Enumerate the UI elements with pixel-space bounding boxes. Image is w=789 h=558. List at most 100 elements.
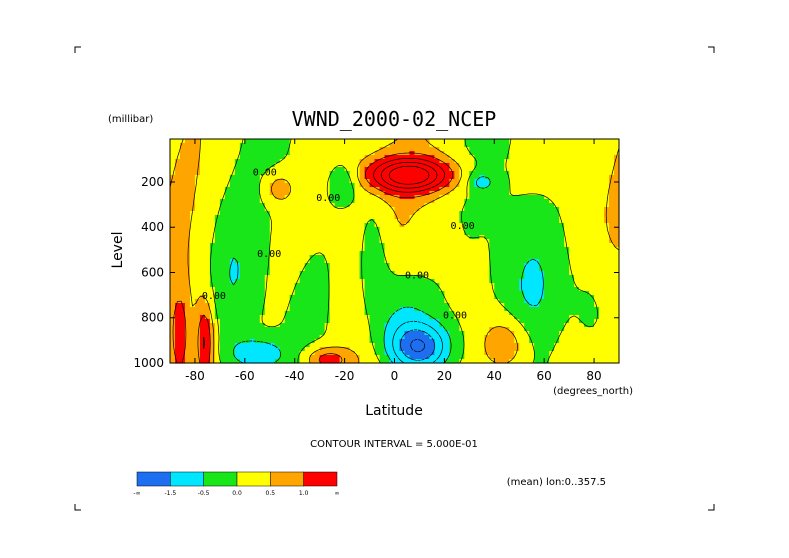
heatmap-cell	[329, 163, 336, 168]
heatmap-cell	[239, 199, 246, 204]
heatmap-cell	[419, 171, 426, 176]
heatmap-cell	[454, 319, 460, 324]
heatmap-cell	[184, 195, 191, 200]
heatmap-cell	[564, 147, 570, 152]
heatmap-cell	[504, 335, 510, 340]
heatmap-cell	[454, 315, 460, 320]
heatmap-cell	[354, 147, 361, 152]
heatmap-cell	[374, 167, 381, 172]
heatmap-cell	[534, 255, 540, 260]
heatmap-cell	[399, 199, 406, 204]
heatmap-cell	[464, 319, 470, 324]
heatmap-cell	[509, 199, 515, 204]
heatmap-cell	[614, 343, 620, 348]
heatmap-cell	[229, 319, 236, 324]
heatmap-cell	[199, 187, 206, 192]
heatmap-cell	[554, 171, 560, 176]
heatmap-cell	[204, 247, 211, 252]
heatmap-cell	[264, 239, 271, 244]
heatmap-cell	[469, 303, 475, 308]
heatmap-cell	[394, 243, 401, 248]
heatmap-cell	[184, 295, 191, 300]
heatmap-cell	[194, 231, 201, 236]
heatmap-cell	[609, 179, 615, 184]
heatmap-cell	[549, 259, 555, 264]
heatmap-cell	[349, 323, 356, 328]
heatmap-cell	[170, 219, 176, 224]
heatmap-cell	[614, 327, 620, 332]
heatmap-cell	[464, 307, 470, 312]
heatmap-cell	[539, 163, 545, 168]
heatmap-cell	[599, 163, 605, 168]
heatmap-cell	[254, 323, 261, 328]
heatmap-cell	[319, 335, 326, 340]
heatmap-cell	[574, 139, 580, 144]
heatmap-cell	[304, 359, 311, 364]
heatmap-cell	[314, 355, 321, 360]
heatmap-cell	[414, 199, 421, 204]
heatmap-cell	[419, 315, 426, 320]
heatmap-cell	[504, 143, 510, 148]
heatmap-cell	[399, 283, 406, 288]
heatmap-cell	[319, 207, 326, 212]
heatmap-cell	[539, 167, 545, 172]
heatmap-cell	[349, 143, 356, 148]
heatmap-cell	[299, 211, 306, 216]
heatmap-cell	[269, 351, 276, 356]
heatmap-cell	[184, 267, 191, 272]
heatmap-cell	[554, 179, 560, 184]
heatmap-cell	[414, 243, 421, 248]
heatmap-cell	[199, 159, 206, 164]
heatmap-cell	[244, 271, 251, 276]
heatmap-cell	[279, 239, 286, 244]
heatmap-cell	[254, 355, 261, 360]
heatmap-cell	[479, 271, 485, 276]
heatmap-cell	[189, 259, 196, 264]
heatmap-cell	[374, 279, 381, 284]
heatmap-cell	[254, 155, 261, 160]
heatmap-cell	[424, 223, 431, 228]
heatmap-cell	[549, 283, 555, 288]
heatmap-cell	[294, 171, 301, 176]
heatmap-cell	[509, 223, 515, 228]
heatmap-cell	[170, 279, 176, 284]
heatmap-cell	[409, 207, 416, 212]
heatmap-cell	[214, 171, 221, 176]
heatmap-cell	[379, 143, 386, 148]
heatmap-cell	[279, 163, 286, 168]
heatmap-cell	[269, 203, 276, 208]
heatmap-cell	[324, 203, 331, 208]
heatmap-cell	[454, 199, 460, 204]
heatmap-cell	[529, 163, 535, 168]
heatmap-cell	[589, 227, 595, 232]
heatmap-cell	[584, 243, 590, 248]
heatmap-cell	[324, 215, 331, 220]
heatmap-cell	[294, 199, 301, 204]
heatmap-cell	[534, 291, 540, 296]
heatmap-cell	[184, 347, 191, 352]
heatmap-cell	[344, 335, 351, 340]
heatmap-cell	[414, 271, 421, 276]
heatmap-cell	[444, 291, 450, 296]
heatmap-cell	[604, 291, 610, 296]
heatmap-cell	[299, 223, 306, 228]
heatmap-cell	[419, 327, 426, 332]
heatmap-cell	[404, 183, 411, 188]
heatmap-cell	[569, 275, 575, 280]
heatmap-cell	[444, 307, 450, 312]
heatmap-cell	[414, 183, 421, 188]
heatmap-cell	[504, 255, 510, 260]
heatmap-cell	[354, 191, 361, 196]
heatmap-cell	[254, 167, 261, 172]
heatmap-cell	[319, 219, 326, 224]
heatmap-cell	[534, 167, 540, 172]
heatmap-cell	[254, 347, 261, 352]
corner-mark-top-right	[708, 46, 715, 53]
heatmap-cell	[394, 311, 401, 316]
heatmap-cell	[199, 139, 206, 144]
heatmap-cell	[544, 347, 550, 352]
heatmap-cell	[204, 351, 211, 356]
heatmap-cell	[519, 311, 525, 316]
heatmap-cell	[344, 207, 351, 212]
heatmap-cell	[224, 147, 231, 152]
